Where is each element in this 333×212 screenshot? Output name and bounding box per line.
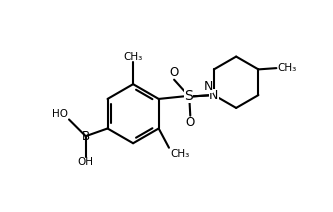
Text: S: S: [184, 89, 192, 103]
Text: B: B: [82, 130, 90, 143]
Text: OH: OH: [78, 158, 94, 167]
Text: O: O: [186, 116, 195, 129]
Text: N: N: [203, 80, 213, 93]
Text: CH₃: CH₃: [124, 52, 143, 61]
Text: HO: HO: [52, 109, 68, 119]
Text: N: N: [209, 89, 218, 102]
Text: CH₃: CH₃: [170, 149, 189, 159]
Text: O: O: [169, 66, 178, 79]
Text: CH₃: CH₃: [277, 63, 296, 73]
